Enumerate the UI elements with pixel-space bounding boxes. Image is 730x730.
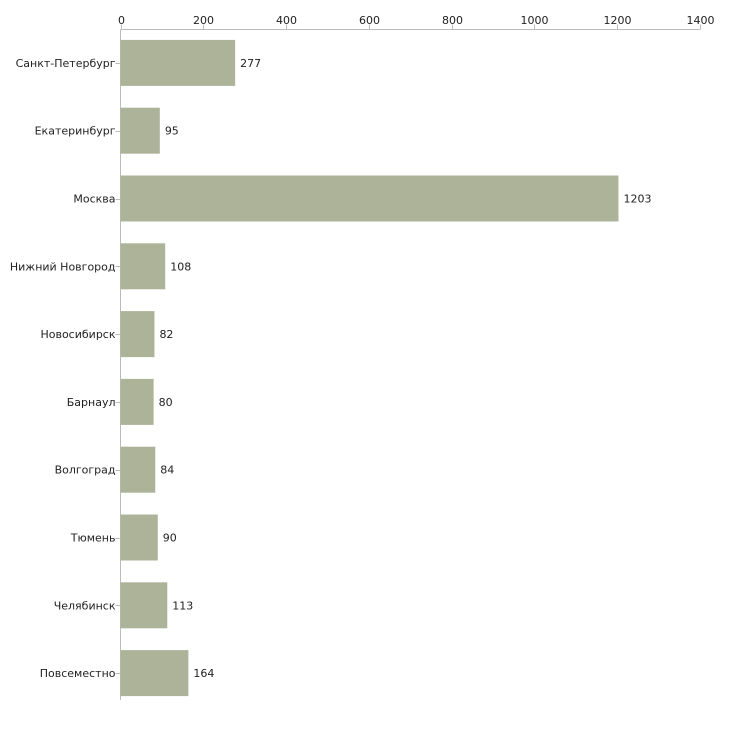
value-label: 80 [159,396,173,409]
bar [120,39,236,86]
category-label: Повсеместно [40,667,116,680]
bar [120,446,156,493]
bar-layer [120,39,619,697]
value-label: 84 [160,464,174,477]
bar [120,243,166,290]
bar [120,514,158,561]
bar [120,175,619,222]
axis-layer: 0 200 400 600 800 1000 1200 1400 [115,14,715,700]
value-label: 277 [240,57,261,70]
category-label: Тюмень [70,532,116,545]
x-tick-label: 1400 [687,14,715,27]
category-label: Новосибирск [40,328,115,341]
value-label: 90 [163,532,177,545]
value-label: 113 [172,599,193,612]
bar [120,650,189,697]
value-label: 1203 [623,193,651,206]
value-label: 108 [170,260,191,273]
x-tick-label: 200 [193,14,214,27]
category-label: Челябинск [54,599,116,612]
x-tick-label: 800 [442,14,463,27]
label-layer: Санкт-Петербург 277 Екатеринбург 95 Москва 12… [10,57,652,680]
value-label: 164 [193,667,214,680]
category-label: Волгоград [55,464,116,477]
x-tick-label: 400 [276,14,297,27]
bar [120,311,155,358]
x-tick-label: 600 [359,14,380,27]
category-label: Барнаул [67,396,116,409]
category-label: Москва [73,193,115,206]
category-label: Екатеринбург [35,125,116,138]
bar [120,582,168,629]
category-label: Нижний Новгород [10,260,116,273]
x-tick-label: 1000 [521,14,549,27]
value-label: 95 [165,125,179,138]
x-tick-label: 0 [118,14,125,27]
category-label: Санкт-Петербург [16,57,116,70]
bar [120,378,154,425]
bar [120,107,160,154]
value-label: 82 [159,328,173,341]
x-tick-label: 1200 [604,14,632,27]
